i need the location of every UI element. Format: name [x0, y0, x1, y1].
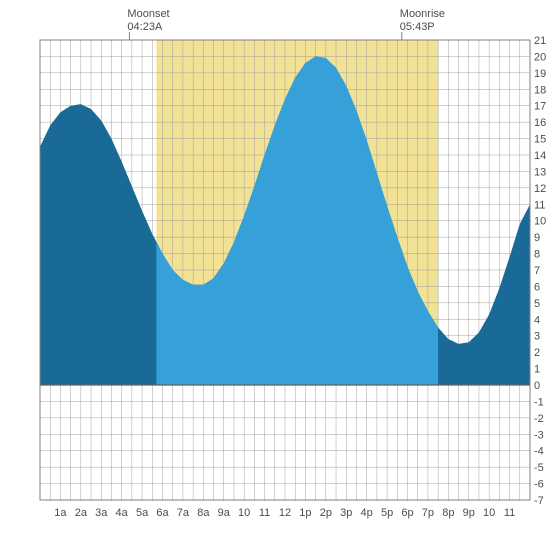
- svg-text:19: 19: [534, 68, 546, 80]
- svg-text:7: 7: [534, 265, 540, 277]
- svg-text:11: 11: [534, 199, 545, 211]
- svg-text:-2: -2: [534, 413, 544, 425]
- svg-text:-3: -3: [534, 429, 544, 441]
- svg-text:7p: 7p: [422, 507, 434, 519]
- svg-text:21: 21: [534, 35, 546, 47]
- svg-text:17: 17: [534, 101, 546, 113]
- svg-text:10: 10: [238, 507, 250, 519]
- svg-text:9a: 9a: [218, 507, 231, 519]
- svg-text:0: 0: [534, 380, 540, 392]
- svg-text:-1: -1: [534, 396, 544, 408]
- svg-text:8: 8: [534, 249, 540, 261]
- svg-text:-6: -6: [534, 479, 544, 491]
- svg-text:8p: 8p: [442, 507, 454, 519]
- svg-text:8a: 8a: [197, 507, 210, 519]
- svg-text:11: 11: [259, 507, 270, 519]
- svg-text:6a: 6a: [156, 507, 169, 519]
- svg-text:11: 11: [504, 507, 515, 519]
- svg-text:3: 3: [534, 331, 540, 343]
- svg-text:10: 10: [483, 507, 495, 519]
- svg-text:9: 9: [534, 232, 540, 244]
- moonset-label: Moonset: [127, 8, 169, 20]
- svg-text:12: 12: [279, 507, 291, 519]
- svg-text:13: 13: [534, 166, 546, 178]
- moonrise-time: 05:43P: [400, 21, 435, 33]
- moonrise-label: Moonrise: [400, 8, 445, 20]
- svg-text:15: 15: [534, 134, 546, 146]
- svg-text:12: 12: [534, 183, 546, 195]
- svg-text:2: 2: [534, 347, 540, 359]
- svg-text:5a: 5a: [136, 507, 149, 519]
- tide-chart: -7-6-5-4-3-2-101234567891011121314151617…: [0, 0, 550, 550]
- svg-text:1a: 1a: [54, 507, 67, 519]
- svg-text:-7: -7: [534, 495, 544, 507]
- svg-text:5: 5: [534, 298, 540, 310]
- svg-text:6: 6: [534, 281, 540, 293]
- svg-text:4a: 4a: [116, 507, 129, 519]
- svg-text:1: 1: [534, 364, 540, 376]
- svg-text:7a: 7a: [177, 507, 190, 519]
- svg-text:20: 20: [534, 51, 546, 63]
- svg-text:2a: 2a: [75, 507, 88, 519]
- svg-text:1p: 1p: [299, 507, 311, 519]
- svg-text:14: 14: [534, 150, 546, 162]
- svg-text:16: 16: [534, 117, 546, 129]
- svg-text:5p: 5p: [381, 507, 393, 519]
- svg-text:2p: 2p: [320, 507, 332, 519]
- svg-text:18: 18: [534, 84, 546, 96]
- svg-text:6p: 6p: [401, 507, 413, 519]
- svg-text:-4: -4: [534, 446, 544, 458]
- moonset-time: 04:23A: [127, 21, 162, 33]
- svg-text:3a: 3a: [95, 507, 108, 519]
- svg-text:3p: 3p: [340, 507, 352, 519]
- svg-text:9p: 9p: [463, 507, 475, 519]
- chart-svg: -7-6-5-4-3-2-101234567891011121314151617…: [0, 0, 550, 550]
- moonset-annotation: Moonset 04:23A: [127, 8, 169, 34]
- svg-text:-5: -5: [534, 462, 544, 474]
- moonrise-annotation: Moonrise 05:43P: [400, 8, 445, 34]
- svg-text:4p: 4p: [361, 507, 373, 519]
- svg-text:10: 10: [534, 216, 546, 228]
- svg-text:4: 4: [534, 314, 540, 326]
